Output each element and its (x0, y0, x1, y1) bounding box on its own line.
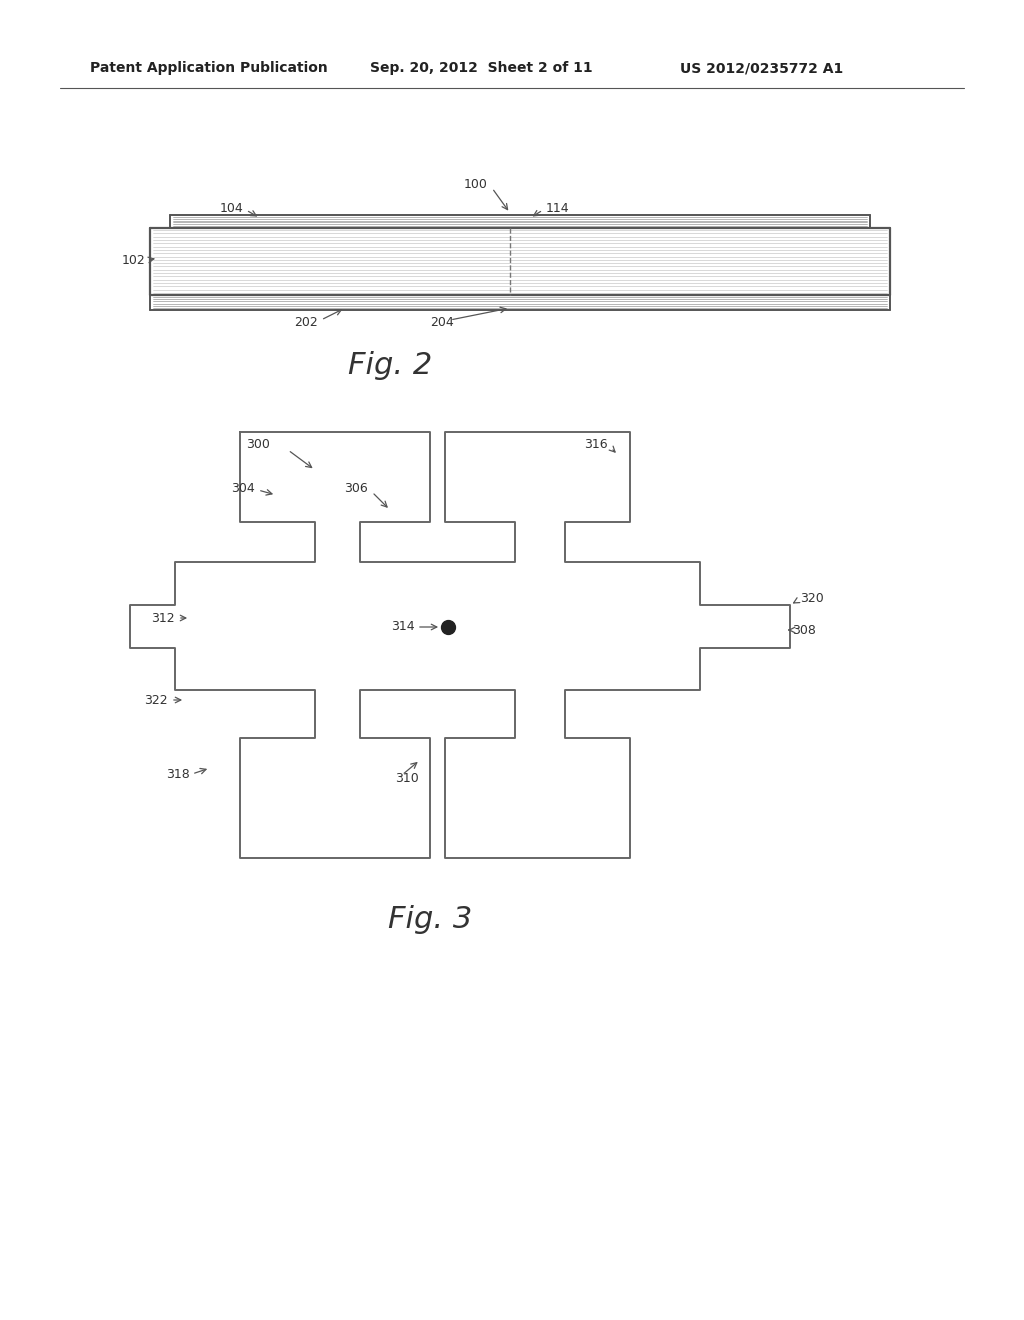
Text: 320: 320 (800, 591, 823, 605)
Text: 300: 300 (246, 438, 270, 451)
Text: 304: 304 (231, 482, 255, 495)
Text: 310: 310 (395, 771, 419, 784)
Text: 314: 314 (391, 620, 415, 634)
Text: Sep. 20, 2012  Sheet 2 of 11: Sep. 20, 2012 Sheet 2 of 11 (370, 61, 593, 75)
Text: 114: 114 (546, 202, 569, 214)
Text: Fig. 3: Fig. 3 (388, 906, 472, 935)
Text: Fig. 2: Fig. 2 (348, 351, 432, 380)
Text: 102: 102 (121, 253, 145, 267)
Text: 312: 312 (152, 611, 175, 624)
Text: US 2012/0235772 A1: US 2012/0235772 A1 (680, 61, 843, 75)
Text: 308: 308 (792, 623, 816, 636)
Text: 202: 202 (294, 315, 318, 329)
Text: 204: 204 (430, 315, 454, 329)
Text: 318: 318 (166, 768, 190, 781)
Text: 322: 322 (144, 693, 168, 706)
Text: Patent Application Publication: Patent Application Publication (90, 61, 328, 75)
Text: 316: 316 (585, 438, 608, 451)
Text: 100: 100 (464, 178, 488, 191)
Text: 104: 104 (219, 202, 243, 214)
Text: 306: 306 (344, 482, 368, 495)
